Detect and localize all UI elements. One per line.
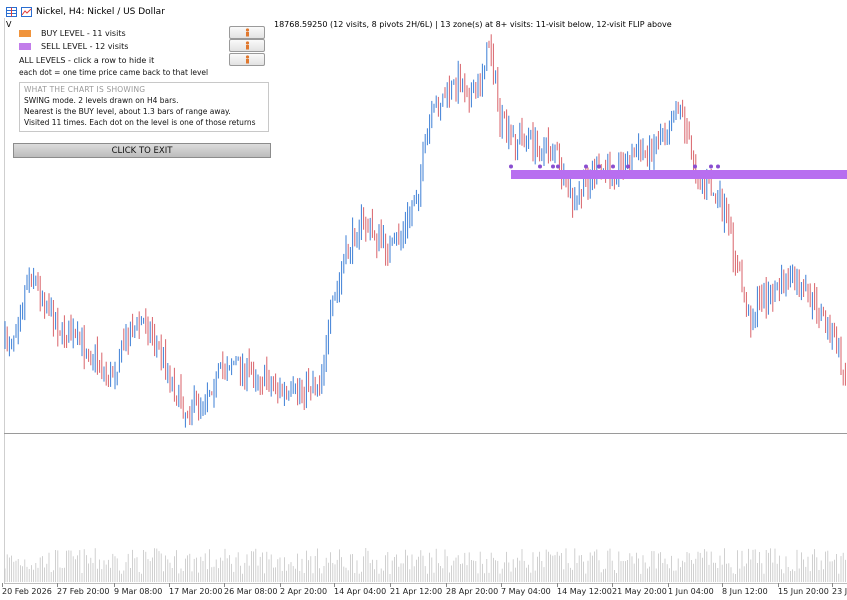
x-axis-ticks <box>2 583 833 587</box>
sell-level-row[interactable]: SELL LEVEL - 12 visits <box>19 40 128 52</box>
x-axis-label: 21 Apr 12:00 <box>390 587 443 596</box>
exit-button[interactable]: CLICK TO EXIT <box>13 143 271 158</box>
chart-title: Nickel, H4: Nickel / US Dollar <box>36 7 165 17</box>
x-axis-label: 15 Jun 20:00 <box>778 587 829 596</box>
x-axis-label: 8 Jun 12:00 <box>722 587 768 596</box>
levels-panel: BUY LEVEL - 11 visits SELL LEVEL - 12 vi… <box>13 24 271 135</box>
visit-dot <box>538 164 542 169</box>
x-axis-label: 23 J <box>832 587 847 596</box>
info-bar: V 18768.59250 (12 visits, 8 pivots 2H/6L… <box>6 20 675 29</box>
visit-dot <box>693 164 697 169</box>
x-axis-label: 2 Apr 20:00 <box>280 587 328 596</box>
chart-grid-icon <box>6 7 17 17</box>
buy-level-row[interactable]: BUY LEVEL - 11 visits <box>19 27 126 39</box>
sell-level-swatch <box>19 42 31 50</box>
panel-note: each dot = one time price came back to t… <box>19 68 209 77</box>
x-axis-label: 21 May 20:00 <box>612 587 667 596</box>
info-price-text: 18768.59250 (12 visits, 8 pivots 2H/6L) … <box>274 20 672 29</box>
x-axis-label: 1 Jun 04:00 <box>668 587 714 596</box>
explanation-title: WHAT THE CHART IS SHOWING <box>24 85 146 94</box>
symbol-chart-icon <box>21 7 32 17</box>
buy-level-label: BUY LEVEL - 11 visits <box>41 28 126 38</box>
visit-dot <box>626 164 630 169</box>
visit-dots <box>509 164 720 169</box>
visit-dot <box>509 164 513 169</box>
x-axis-label: 20 Feb 2026 <box>2 587 52 596</box>
visit-dot <box>716 164 720 169</box>
x-axis-label: 17 Mar 20:00 <box>169 587 223 596</box>
x-axis-label: 28 Apr 20:00 <box>446 587 499 596</box>
person-icon <box>245 28 249 37</box>
sell-level-label: SELL LEVEL - 12 visits <box>41 41 129 51</box>
visit-dot <box>597 164 601 169</box>
visit-dot <box>556 164 560 169</box>
x-axis-label: 9 Mar 08:00 <box>114 587 163 596</box>
x-axis-label: 26 Mar 08:00 <box>224 587 278 596</box>
x-axis-label: 14 May 12:00 <box>557 587 612 596</box>
chart-header: Nickel, H4: Nickel / US Dollar <box>6 5 165 19</box>
explanation-box: WHAT THE CHART IS SHOWING SWING mode. 2 … <box>19 82 269 132</box>
visit-dot <box>584 164 588 169</box>
visit-dot <box>709 164 713 169</box>
visit-dot <box>611 164 615 169</box>
volume-bars <box>4 548 846 582</box>
x-axis-label: 14 Apr 04:00 <box>334 587 387 596</box>
info-prefix: V <box>6 20 12 29</box>
all-levels-row[interactable]: ALL LEVELS - click a row to hide it <box>19 54 154 66</box>
explanation-line: Nearest is the BUY level, about 1.3 bars… <box>24 107 231 116</box>
person-icon <box>245 41 249 50</box>
sell-level-hide-button[interactable] <box>229 39 265 52</box>
x-axis-label: 27 Feb 20:00 <box>57 587 110 596</box>
x-axis-label: 7 May 04:00 <box>501 587 551 596</box>
explanation-line: Visited 11 times. Each dot on the level … <box>24 118 256 127</box>
person-icon <box>245 55 249 64</box>
visit-dot <box>551 164 555 169</box>
sell-zone-band <box>511 170 847 179</box>
buy-level-swatch <box>19 29 31 37</box>
all-levels-hide-button[interactable] <box>229 53 265 66</box>
buy-level-hide-button[interactable] <box>229 26 265 39</box>
explanation-line: SWING mode. 2 levels drawn on H4 bars. <box>24 96 179 105</box>
all-levels-label: ALL LEVELS - click a row to hide it <box>19 55 155 65</box>
